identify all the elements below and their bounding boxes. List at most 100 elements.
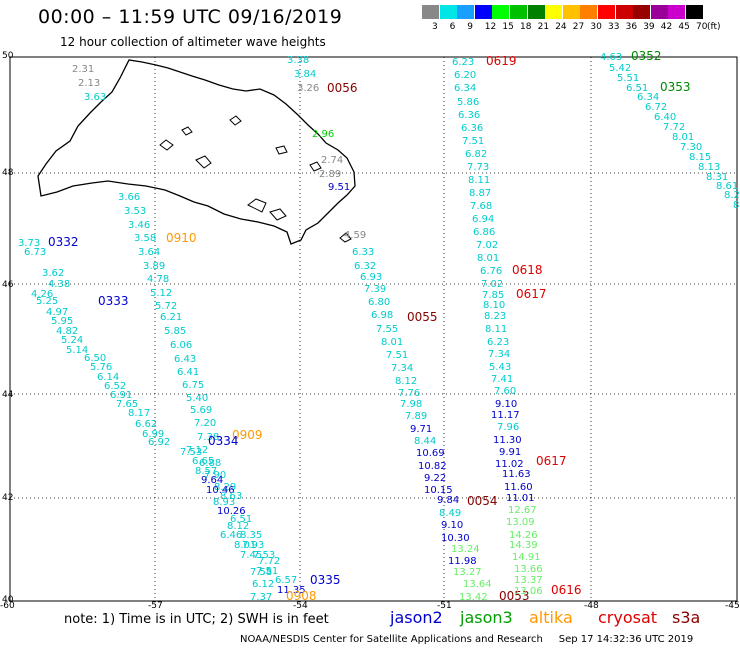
pass-time-label: 0616 (551, 583, 582, 597)
wave-height-value: 8.10 (483, 300, 505, 311)
wave-height-value: 2.31 (72, 64, 94, 75)
pass-time-label: 0053 (499, 589, 530, 603)
wave-height-value: 7.30 (680, 142, 702, 153)
wave-height-value: 3.26 (297, 83, 319, 94)
wave-height-value: 3.53 (124, 206, 146, 217)
legend-swatch (545, 5, 563, 19)
wave-height-value: 6.50 (84, 353, 106, 364)
latitude-label: 44 (2, 390, 14, 400)
wave-height-value: 13.24 (451, 544, 480, 555)
wave-height-value: 6.21 (160, 312, 182, 323)
pass-time-label: 0909 (232, 428, 263, 442)
legend-label: 45 (678, 22, 690, 32)
satellite-s3a: s3a (672, 608, 701, 627)
wave-height-value: 7.51 (256, 566, 278, 577)
graticule (10, 57, 737, 601)
wave-height-value: 10.69 (416, 448, 445, 459)
wave-height-value: 7.55 (376, 324, 398, 335)
wave-height-value: 8.13 (698, 162, 720, 173)
legend-label: 27 (572, 22, 585, 32)
wave-height-value: 4.26 (31, 289, 53, 300)
wave-height-value: 8.11 (485, 324, 507, 335)
wave-height-value: 8.15 (689, 152, 711, 163)
wave-height-value: 8.87 (469, 188, 491, 199)
wave-height-value: 7.72 (663, 122, 685, 133)
wave-height-value: 3.89 (143, 261, 165, 272)
legend-swatch (580, 5, 598, 19)
wave-height-value: 3.46 (128, 220, 150, 231)
wave-height-value: 7.51 (386, 350, 408, 361)
wave-height-value: 6.51 (230, 514, 252, 525)
longitude-label: -60 (0, 601, 15, 611)
pass-time-label: 0353 (660, 80, 691, 94)
wave-height-value: 5.43 (489, 362, 511, 373)
legend-swatch (527, 5, 545, 19)
wave-height-value: 9.51 (328, 182, 350, 193)
wave-height-value: 7.53 (253, 550, 275, 561)
wave-height-value: 3.73 (18, 238, 40, 249)
pass-time-label: 0055 (407, 310, 438, 324)
wave-height-value: 3.62 (42, 268, 64, 279)
wave-height-value: 7.45 (240, 550, 262, 561)
wave-height-value: 10.46 (206, 485, 235, 496)
wave-height-value: 13.66 (514, 564, 543, 575)
wave-height-value: 6.14 (97, 372, 119, 383)
wave-height-value: 6.12 (252, 579, 274, 590)
wave-height-value: 5.85 (164, 326, 186, 337)
wave-height-value: 11.02 (495, 459, 524, 470)
wave-height-value: 9.84 (437, 495, 459, 506)
coastal-islands (159, 115, 352, 243)
wave-height-value: 6.23 (452, 57, 474, 68)
wave-height-value: 7.41 (491, 374, 513, 385)
wave-height-value: 3.84 (294, 69, 316, 80)
footer-note: note: 1) Time is in UTC; 2) SWH is in fe… (64, 612, 329, 627)
pass-time-label: 0617 (536, 454, 567, 468)
latitude-label: 48 (2, 168, 14, 178)
wave-height-value: 13.06 (514, 586, 543, 597)
legend-swatch (633, 5, 651, 19)
wave-height-value: 6.34 (637, 92, 659, 103)
wave-height-value: 8.44 (414, 436, 436, 447)
legend-label: 6 (449, 22, 456, 32)
wave-height-value: 6.51 (626, 83, 648, 94)
wave-height-value: 7.39 (364, 284, 386, 295)
altimeter-labels: 2.31 2.13 3.63 3.38 3.84 3.26 0056 2.96 2.74 2.89… (18, 49, 740, 603)
wave-height-value: 6.20 (454, 70, 476, 81)
wave-height-value: 6.76 (480, 266, 502, 277)
wave-height-value: 5.95 (51, 316, 73, 327)
legend-swatch (439, 5, 457, 19)
legend-swatch (510, 5, 527, 19)
wave-height-value: 5.24 (61, 335, 83, 346)
pass-time-label: 0334 (208, 434, 239, 448)
legend-label: 42 (660, 22, 673, 32)
wave-height-value: 6.65 (192, 456, 214, 467)
wave-height-value: 7.37 (250, 592, 272, 603)
pass-time-label: 0054 (467, 494, 498, 508)
legend-label: 15 (502, 22, 514, 32)
newfoundland-coastline (37, 59, 356, 245)
legend-swatch (457, 5, 475, 19)
satellite-jason3: jason3 (460, 608, 513, 627)
wave-height-value: 7.93 (242, 540, 264, 551)
wave-height-value: 7.53 (180, 447, 202, 458)
wave-height-value: 6.52 (104, 381, 126, 392)
wave-height-value: 8.01 (477, 253, 499, 264)
wave-height-value: 6.73 (24, 247, 46, 258)
legend-swatch (492, 5, 510, 19)
wave-height-value: 13.09 (506, 517, 535, 528)
satellite-cryosat: cryosat (598, 608, 658, 627)
legend-swatch (686, 5, 703, 19)
wave-height-value: 5.42 (609, 63, 631, 74)
wave-height-value: 14.26 (509, 530, 538, 541)
wave-height-value: 14.91 (512, 552, 541, 563)
wave-height-value: 6.23 (487, 337, 509, 348)
pass-time-label: 0910 (166, 231, 197, 245)
credit-line: NOAA/NESDIS Center for Satellite Applica… (240, 634, 694, 645)
wave-height-value: 6.75 (182, 380, 204, 391)
wave-height-value: 5.12 (150, 288, 172, 299)
wave-height-value: 5.76 (90, 362, 112, 373)
wave-height-value: 6.93 (360, 272, 382, 283)
wave-height-value: 8.01 (234, 540, 256, 551)
wave-height-value: 5.51 (617, 73, 639, 84)
